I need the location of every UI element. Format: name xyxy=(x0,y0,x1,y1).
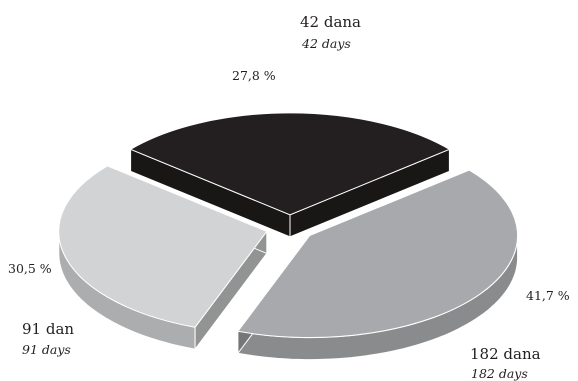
pie-slice-2-top xyxy=(58,165,268,328)
pie-slice-0-top xyxy=(129,112,451,216)
pie-slice-1 xyxy=(237,169,519,361)
slice-percent-27-8: 27,8 % xyxy=(232,68,276,83)
slice-label-42-days: 42 dana 42 days 27,8 % xyxy=(232,13,361,83)
slice-percent-41-7: 41,7 % xyxy=(526,288,570,303)
slices-layer xyxy=(58,112,519,361)
slice-name-182-dana: 182 dana xyxy=(470,345,541,363)
slice-label-182-days: 41,7 % 182 dana 182 days xyxy=(470,288,570,381)
slice-name-en-182-days: 182 days xyxy=(471,366,528,381)
slice-name-en-91-days: 91 days xyxy=(22,342,71,357)
pie-slice-2 xyxy=(58,165,268,351)
slice-name-91-dan: 91 dan xyxy=(22,320,74,338)
slice-name-en-42-days: 42 days xyxy=(301,36,351,51)
pie-slice-0 xyxy=(129,112,451,238)
slice-name-42-dana: 42 dana xyxy=(300,13,361,31)
slice-label-91-days: 30,5 % 91 dan 91 days xyxy=(8,261,74,357)
slice-percent-30-5: 30,5 % xyxy=(8,261,52,276)
pie-slice-1-top xyxy=(237,169,519,339)
